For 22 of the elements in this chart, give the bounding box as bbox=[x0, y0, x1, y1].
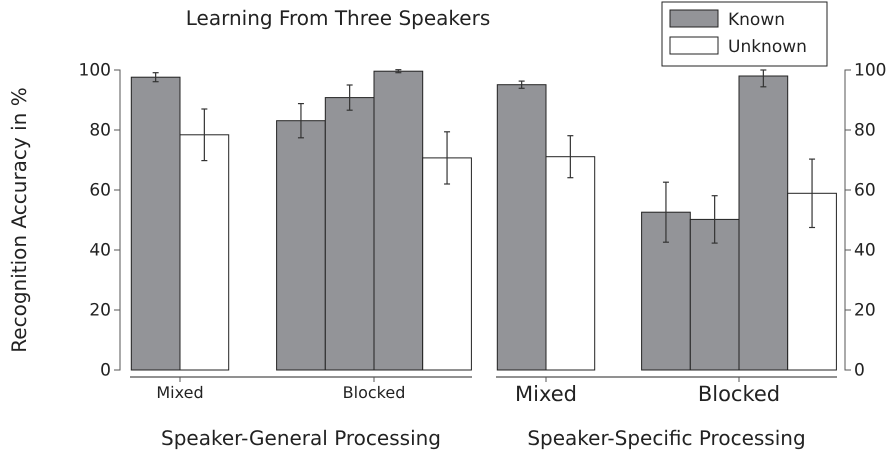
y-axis-title: Recognition Accuracy in % bbox=[7, 87, 31, 353]
y-tick-label: 40 bbox=[854, 240, 876, 260]
chart-title: Learning From Three Speakers bbox=[186, 6, 490, 30]
legend-label: Unknown bbox=[728, 37, 807, 57]
x-axis-title: Speaker-Specific Processing bbox=[527, 426, 806, 450]
y-tick-label: 20 bbox=[854, 300, 876, 320]
y-tick-label: 60 bbox=[854, 180, 876, 200]
x-tick-label: Blocked bbox=[342, 383, 406, 402]
x-tick-label: Mixed bbox=[156, 383, 204, 402]
x-tick-label: Mixed bbox=[515, 382, 577, 406]
legend-label: Known bbox=[728, 10, 786, 30]
y-tick-label: 100 bbox=[854, 60, 886, 80]
y-tick-label: 80 bbox=[854, 120, 876, 140]
y-tick-label: 100 bbox=[78, 60, 111, 80]
y-tick-label: 40 bbox=[89, 240, 111, 260]
x-axis-title: Speaker-General Processing bbox=[161, 426, 441, 450]
x-tick-label: Blocked bbox=[698, 382, 780, 406]
y-tick-label: 60 bbox=[89, 180, 111, 200]
y-tick-label: 0 bbox=[100, 360, 111, 380]
y-tick-label: 20 bbox=[89, 300, 111, 320]
y-tick-label: 80 bbox=[89, 120, 111, 140]
y-tick-label: 0 bbox=[854, 360, 865, 380]
